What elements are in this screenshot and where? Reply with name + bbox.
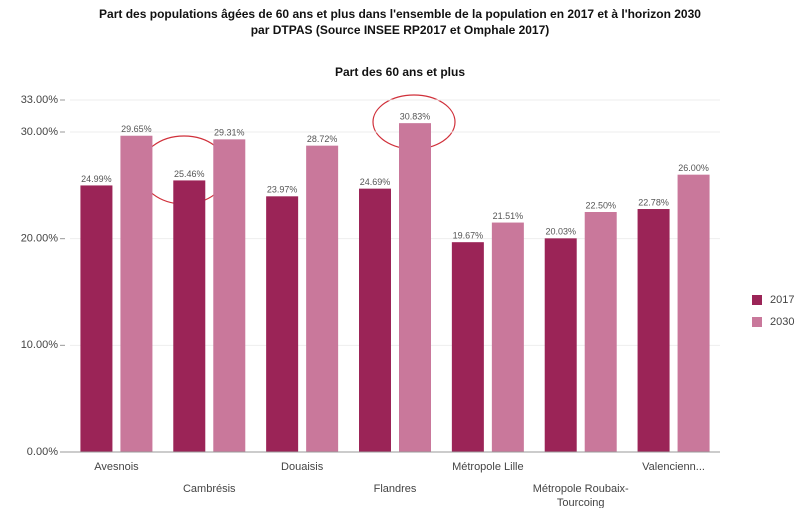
bar	[120, 135, 153, 452]
y-tick-label: 10.00%	[21, 339, 59, 351]
x-tick-label: Douaisis	[281, 461, 324, 473]
value-label: 24.99%	[81, 174, 112, 184]
x-tick-label: Avesnois	[94, 461, 139, 473]
bar	[306, 145, 339, 453]
chart-title: Part des populations âgées de 60 ans et …	[99, 7, 701, 21]
bar	[677, 174, 710, 452]
bar	[451, 242, 484, 452]
value-label: 24.69%	[360, 177, 391, 187]
bar	[544, 238, 577, 452]
legend-label: 2017	[770, 294, 794, 306]
x-tick-label: Cambrésis	[182, 483, 236, 495]
y-tick-label: 33.00%	[21, 94, 59, 106]
x-tick-label: Valencienn...	[642, 461, 705, 473]
value-label: 28.72%	[307, 134, 338, 144]
value-label: 21.51%	[493, 211, 524, 221]
value-label: 19.67%	[453, 231, 484, 241]
legend-swatch	[752, 317, 762, 327]
value-label: 22.78%	[638, 197, 669, 207]
bar	[80, 185, 113, 452]
bar	[399, 123, 431, 452]
y-tick-label: 20.00%	[21, 233, 59, 245]
value-label: 29.31%	[214, 128, 245, 138]
bar	[213, 139, 246, 453]
value-label: 25.46%	[174, 169, 205, 179]
x-tick-label: Métropole Roubaix-Tourcoing	[532, 483, 629, 508]
value-label: 23.97%	[267, 185, 298, 195]
chart-subtitle: Part des 60 ans et plus	[335, 65, 465, 79]
legend-label: 2030	[770, 316, 794, 328]
legend-swatch	[752, 295, 762, 305]
x-tick-label: Métropole Lille	[452, 461, 524, 473]
value-label: 29.65%	[121, 124, 152, 134]
chart-title: par DTPAS (Source INSEE RP2017 et Omphal…	[251, 23, 550, 37]
value-label: 26.00%	[678, 163, 709, 173]
bar	[266, 196, 299, 452]
value-label: 22.50%	[585, 200, 616, 210]
bar	[359, 188, 391, 452]
bar	[584, 212, 617, 452]
bar	[491, 222, 524, 452]
x-tick-label: Flandres	[373, 483, 417, 495]
bar	[637, 209, 670, 452]
y-tick-label: 30.00%	[21, 126, 59, 138]
value-label: 20.03%	[545, 227, 576, 237]
bar	[173, 180, 206, 452]
value-label: 30.83%	[400, 112, 431, 122]
y-tick-label: 0.00%	[27, 446, 58, 458]
